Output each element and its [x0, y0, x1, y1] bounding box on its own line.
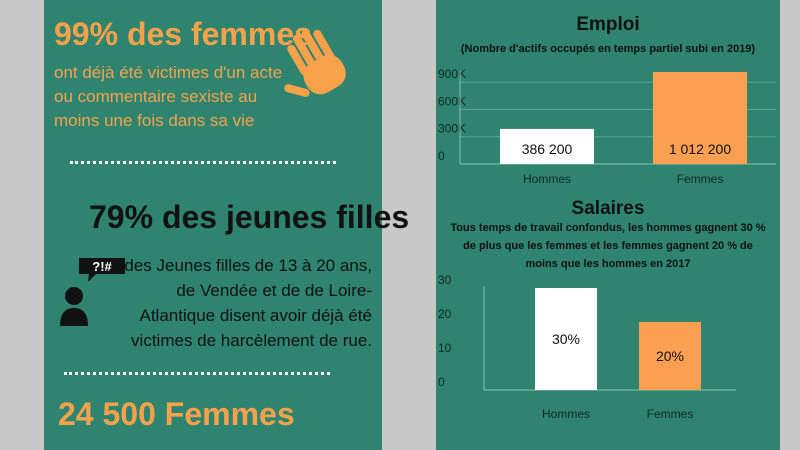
- emploi-ytick-label: 0: [438, 149, 445, 163]
- emploi-ytick-label: 300K: [438, 122, 466, 136]
- salaires-ytick-label: 30: [438, 273, 452, 287]
- emploi-data-label: 386 200: [522, 141, 573, 157]
- charts-svg: 0 300K 600K 900K 386 200 Hommes 1 012 200 Femme…: [438, 67, 776, 421]
- salaires-category-label: Hommes: [542, 407, 590, 421]
- salaires-ytick-label: 20: [438, 307, 452, 321]
- stat-79-line-3: Atlantique disent avoir déjà été: [139, 306, 373, 325]
- stat-99-line-3: moins une fois dans sa vie: [54, 111, 255, 130]
- stat-24500-headline: 24 500 Femmes: [58, 396, 295, 432]
- stat-99-headline: 99% des femmes: [54, 16, 312, 52]
- stats-panel: 99% des femmes ont déjà été victimes d'u…: [44, 0, 409, 450]
- stat-79-line-2: de Vendée et de de Loire-: [176, 281, 372, 300]
- salaires-ytick-label: 0: [438, 375, 445, 389]
- emploi-ytick-label: 900K: [438, 67, 466, 81]
- stat-79-headline: 79% des jeunes filles: [89, 199, 410, 235]
- salaires-subtitle-line-1: Tous temps de travail confondus, les hom…: [450, 222, 766, 234]
- charts-panel: Emploi (Nombre d'actifs occupés en temps…: [436, 0, 780, 450]
- stat-79-line-4: victimes de harcèlement de rue.: [131, 331, 372, 350]
- salaires-bar-hommes: [535, 288, 597, 390]
- emploi-ytick-label: 600K: [438, 94, 466, 108]
- divider-1: [70, 161, 336, 164]
- waving-hand-icon: [284, 29, 346, 97]
- emploi-category-label: Hommes: [523, 172, 571, 186]
- emploi-data-label: 1 012 200: [669, 141, 731, 157]
- emploi-chart-title: Emploi: [576, 14, 640, 35]
- salaires-data-label: 20%: [656, 348, 684, 364]
- emploi-bar-hommes: [500, 128, 594, 164]
- salaires-category-label: Femmes: [647, 407, 694, 421]
- person-speech-icon: ?!#: [60, 258, 125, 326]
- salaires-bar-femmes: [639, 322, 701, 390]
- stat-99-line-2: ou commentaire sexiste au: [54, 87, 258, 106]
- emploi-bar-femmes: [653, 72, 747, 164]
- emploi-category-label: Femmes: [677, 172, 724, 186]
- speech-bubble-text: ?!#: [92, 259, 112, 274]
- salaires-ytick-label: 10: [438, 341, 452, 355]
- divider-2: [64, 372, 330, 375]
- salaires-chart-title: Salaires: [571, 198, 645, 219]
- emploi-chart-subtitle: (Nombre d'actifs occupés en temps partie…: [460, 43, 756, 55]
- stat-99-line-1: ont déjà été victimes d'un acte: [54, 63, 283, 82]
- salaires-subtitle-line-2: de plus que les femmes et les femmes gag…: [463, 240, 753, 252]
- salaires-subtitle-line-3: moins que les hommes en 2017: [525, 258, 691, 270]
- salaires-data-label: 30%: [552, 331, 580, 347]
- stat-79-line-1: des Jeunes filles de 13 à 20 ans,: [124, 256, 372, 275]
